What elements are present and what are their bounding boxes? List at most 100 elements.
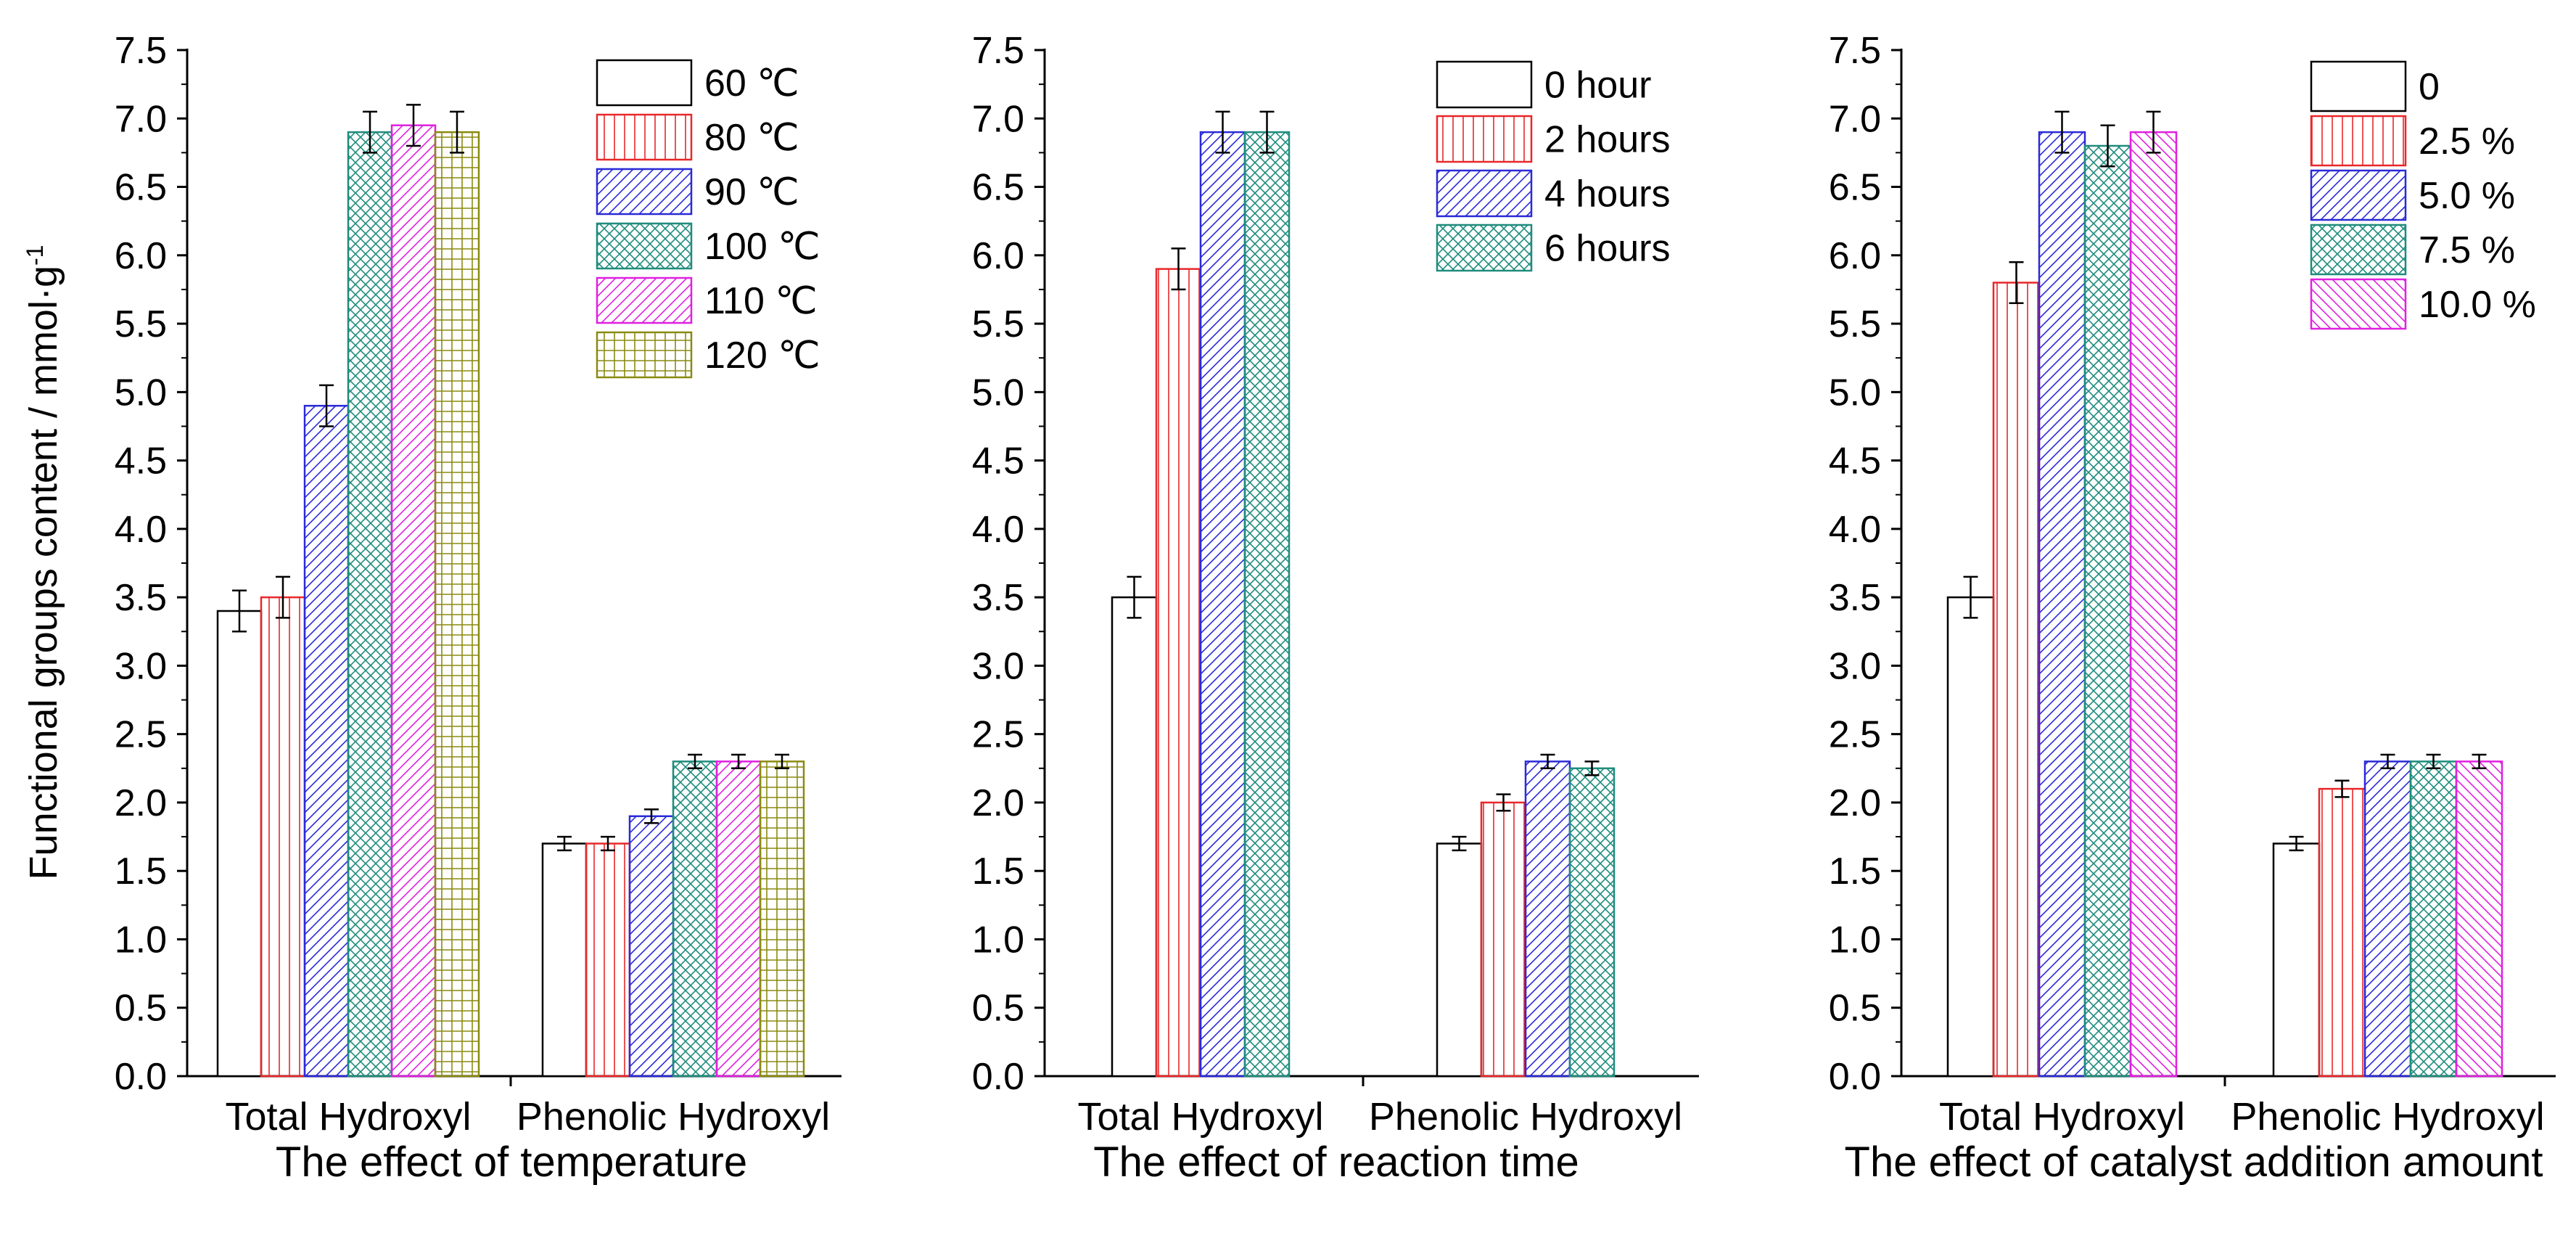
bar xyxy=(1992,282,2041,1078)
y-tick-label: 2.5 xyxy=(1829,714,1881,756)
y-tick-label: 1.5 xyxy=(1829,850,1881,893)
y-tick-label: 3.0 xyxy=(115,645,167,687)
y-tick-label: 1.0 xyxy=(972,919,1024,961)
error-bar xyxy=(1584,760,1600,776)
chart-reaction-time: 0.0 0.5 1.0 1.5 2.0 2.5 3.0 3.5 4.0 4.5 5.0 5.5 6.0 6… xyxy=(972,30,1699,1139)
legend-swatch xyxy=(596,276,693,324)
bar xyxy=(2038,131,2086,1078)
legend-swatch xyxy=(1436,60,1533,109)
legend-label: 10.0 % xyxy=(2419,284,2536,326)
legend-label: 100 ℃ xyxy=(704,226,820,268)
y-tick-label: 3.5 xyxy=(115,577,167,619)
bar xyxy=(434,131,480,1078)
caption-temperature: The effect of temperature xyxy=(275,1139,748,1186)
x-tick-label: Total Hydroxyl xyxy=(1077,1095,1323,1139)
y-tick-label: 6.5 xyxy=(1829,167,1881,209)
y-tick-label: 1.5 xyxy=(972,850,1024,893)
legend-swatch xyxy=(1436,169,1533,218)
error-bar xyxy=(406,104,421,147)
y-tick-label: 3.0 xyxy=(1829,645,1881,687)
bar xyxy=(2272,842,2321,1078)
y-tick-label: 2.0 xyxy=(1829,782,1881,824)
y-tick-label: 0.0 xyxy=(1829,1056,1881,1098)
error-bar xyxy=(2380,753,2395,770)
y-tick-label: 5.0 xyxy=(972,372,1024,414)
bar xyxy=(1568,767,1616,1078)
error-bar xyxy=(2146,110,2161,154)
y-tick-label: 3.0 xyxy=(972,645,1024,687)
y-tick-label: 7.0 xyxy=(972,98,1024,140)
y-tick-label: 0.0 xyxy=(115,1056,167,1098)
error-bar xyxy=(363,110,377,154)
bar-group xyxy=(1946,110,2178,1078)
bar xyxy=(2083,144,2132,1078)
legend-swatch xyxy=(596,331,693,379)
error-bar xyxy=(731,753,746,770)
y-tick-label: 5.0 xyxy=(1829,372,1881,414)
legend-label: 5.0 % xyxy=(2419,175,2515,217)
legend: 60 ℃ 80 ℃ 90 ℃ 100 ℃ 110 ℃ 120 ℃ xyxy=(596,59,820,379)
legend-swatch xyxy=(2310,169,2407,221)
y-tick-label: 2.0 xyxy=(115,782,167,824)
legend-label: 0 hour xyxy=(1544,65,1651,107)
bar xyxy=(2129,131,2178,1078)
y-tick-label: 6.0 xyxy=(972,235,1024,277)
x-tick-label: Phenolic Hydroxyl xyxy=(2231,1095,2544,1139)
chart-catalyst-amount: 0.0 0.5 1.0 1.5 2.0 2.5 3.0 3.5 4.0 4.5 5.0 5.5 6.0 6… xyxy=(1829,30,2556,1139)
bar xyxy=(541,842,588,1078)
error-bar xyxy=(2009,261,2024,305)
error-bar xyxy=(232,589,247,633)
legend-swatch xyxy=(2310,278,2407,330)
y-tick-label: 4.5 xyxy=(115,440,167,483)
bar-group xyxy=(216,104,480,1078)
bar xyxy=(2409,760,2458,1078)
y-tick-label: 6.5 xyxy=(115,167,167,209)
y-tick-label: 1.0 xyxy=(1829,919,1881,961)
error-bar xyxy=(1127,575,1142,619)
error-bar xyxy=(644,808,659,824)
y-tick-label: 6.0 xyxy=(115,235,167,277)
error-bar xyxy=(2100,124,2115,168)
y-tick-label: 4.0 xyxy=(115,509,167,551)
y-tick-label: 7.0 xyxy=(115,98,167,140)
legend-label: 80 ℃ xyxy=(704,117,799,159)
bar xyxy=(2455,760,2503,1078)
error-bar xyxy=(2334,779,2350,798)
bar xyxy=(2318,787,2366,1078)
legend-swatch xyxy=(1436,223,1533,272)
error-bar xyxy=(276,575,290,619)
y-tick-label: 7.5 xyxy=(115,30,167,72)
legend-label: 2.5 % xyxy=(2419,120,2515,163)
y-tick-label: 4.0 xyxy=(972,509,1024,551)
bar xyxy=(715,760,762,1078)
bar xyxy=(216,610,263,1078)
x-tick-label: Phenolic Hydroxyl xyxy=(1369,1095,1682,1139)
error-bar xyxy=(2472,753,2487,770)
legend-label: 6 hours xyxy=(1544,228,1670,270)
y-tick-label: 1.5 xyxy=(115,850,167,893)
legend-label: 90 ℃ xyxy=(704,171,799,213)
bar xyxy=(260,596,306,1078)
y-tick-label: 7.0 xyxy=(1829,98,1881,140)
y-tick-label: 3.5 xyxy=(1829,577,1881,619)
y-tick-label: 4.5 xyxy=(972,440,1024,483)
bar-group xyxy=(541,753,805,1078)
bar xyxy=(1111,596,1158,1078)
y-tick-label: 7.5 xyxy=(972,30,1024,72)
bar xyxy=(1946,596,1995,1078)
y-tick-label: 4.5 xyxy=(1829,440,1881,483)
x-tick-label: Total Hydroxyl xyxy=(225,1095,471,1139)
bar xyxy=(1243,131,1291,1078)
bar-group xyxy=(2272,753,2503,1078)
bar xyxy=(2363,760,2412,1078)
legend: 0 2.5 % 5.0 % 7.5 % 10.0 % xyxy=(2310,60,2536,330)
legend-label: 110 ℃ xyxy=(704,280,818,322)
bar-group xyxy=(1436,753,1616,1078)
error-bar xyxy=(450,110,464,154)
bar xyxy=(390,124,437,1078)
error-bar xyxy=(2289,835,2304,852)
error-bar xyxy=(1215,110,1230,154)
legend-label: 4 hours xyxy=(1544,173,1670,216)
legend-label: 120 ℃ xyxy=(704,335,820,377)
